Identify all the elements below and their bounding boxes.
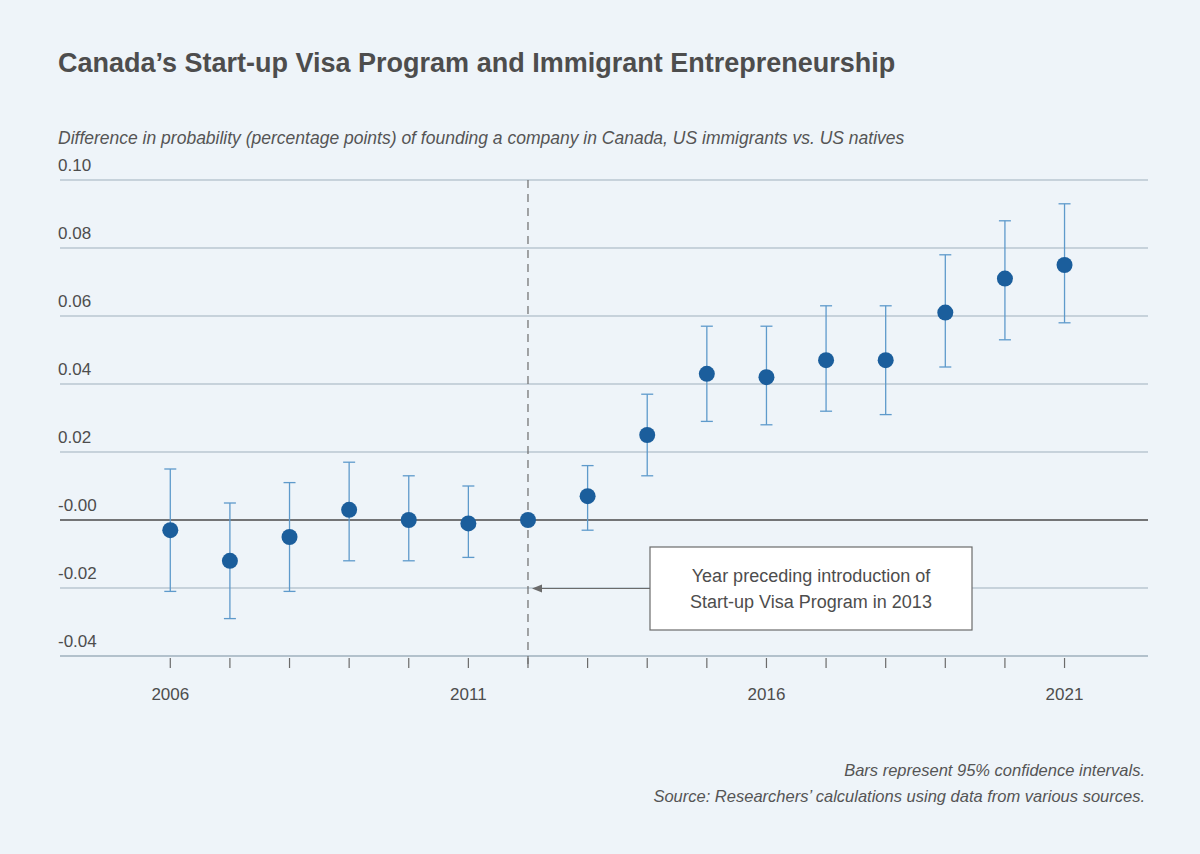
error-bar-cap — [1059, 203, 1071, 204]
annotation-text: Start-up Visa Program in 2013 — [690, 592, 932, 612]
x-tick-mark — [766, 658, 767, 668]
point — [639, 427, 655, 443]
error-bar-cap — [820, 305, 832, 306]
error-bar-cap — [1059, 322, 1071, 323]
error-bar-cap — [939, 366, 951, 367]
y-tick-label: 0.04 — [58, 360, 91, 379]
error-bar-cap — [462, 557, 474, 558]
y-tick-label: 0.06 — [58, 292, 91, 311]
point — [818, 352, 834, 368]
error-bar-cap — [224, 502, 236, 503]
error-bar-cap — [999, 220, 1011, 221]
x-tick-mark — [587, 658, 588, 668]
x-tick-mark — [647, 658, 648, 668]
error-bar-cap — [284, 482, 296, 483]
y-tick-label: -0.00 — [58, 496, 97, 515]
error-bar-cap — [164, 468, 176, 469]
error-bar-cap — [403, 475, 415, 476]
annotation-arrow — [538, 588, 650, 589]
y-tick-label: -0.04 — [58, 632, 97, 651]
x-tick-mark — [349, 658, 350, 668]
error-bar-cap — [939, 254, 951, 255]
point — [937, 305, 953, 321]
y-grid: -0.04 -0.02 -0.00 0.02 0.04 0.06 0.08 0.10 — [58, 156, 1148, 656]
error-bar-cap — [820, 411, 832, 412]
point — [341, 502, 357, 518]
subtitle: Difference in probability (percentage po… — [58, 128, 905, 148]
point — [282, 529, 298, 545]
annotation-box — [650, 547, 972, 630]
x-tick-mark — [945, 658, 946, 668]
error-bar-cap — [164, 591, 176, 592]
note: Bars represent 95% confidence intervals. — [844, 761, 1145, 779]
y-tick-label: 0.10 — [58, 156, 91, 175]
x-tick-mark — [229, 658, 230, 668]
x-tick-label: 2006 — [151, 685, 189, 704]
point — [878, 352, 894, 368]
error-bar-cap — [582, 530, 594, 531]
grid-line — [60, 519, 1148, 520]
grid-line — [60, 316, 1148, 317]
x-tick-mark — [408, 658, 409, 668]
error-bar-cap — [343, 560, 355, 561]
error-bar-cap — [462, 485, 474, 486]
y-tick-label: -0.02 — [58, 564, 97, 583]
point — [997, 271, 1013, 287]
grid-line — [60, 588, 1148, 589]
point — [401, 512, 417, 528]
error-bar-cap — [343, 462, 355, 463]
x-tick-mark — [885, 658, 886, 668]
x-tick-label: 2011 — [450, 685, 487, 704]
point — [1057, 257, 1073, 273]
x-tick-mark — [706, 658, 707, 668]
x-ticks: 2006 2011 2016 2021 — [151, 658, 1083, 704]
error-bar-cap — [403, 560, 415, 561]
error-bar-cap — [582, 465, 594, 466]
marks — [162, 204, 1072, 619]
annotation-text: Year preceding introduction of — [692, 566, 931, 586]
background — [0, 0, 1200, 854]
error-bar-cap — [880, 414, 892, 415]
grid-line — [60, 384, 1148, 385]
note: Source: Researchers’ calculations using … — [653, 787, 1145, 805]
error-bar-cap — [224, 618, 236, 619]
error-bar-cap — [999, 339, 1011, 340]
point — [460, 515, 476, 531]
point — [162, 522, 178, 538]
point — [520, 512, 536, 528]
x-tick-mark — [1064, 658, 1065, 668]
x-tick-mark — [468, 658, 469, 668]
error-bar-cap — [641, 475, 653, 476]
point — [699, 366, 715, 382]
error-bar-cap — [641, 394, 653, 395]
grid-line — [60, 656, 1148, 657]
y-tick-label: 0.08 — [58, 224, 91, 243]
y-tick-label: 0.02 — [58, 428, 91, 447]
point — [222, 553, 238, 569]
x-tick-mark — [170, 658, 171, 668]
x-tick-label: 2021 — [1046, 685, 1084, 704]
title: Canada’s Start-up Visa Program and Immig… — [58, 48, 895, 78]
error-bar-cap — [760, 424, 772, 425]
point — [580, 488, 596, 504]
grid-line — [60, 248, 1148, 249]
error-bar-cap — [701, 326, 713, 327]
annotation-arrowhead — [532, 585, 542, 593]
grid-line — [60, 180, 1148, 181]
point — [758, 369, 774, 385]
x-tick-mark — [825, 658, 826, 668]
reference-line — [527, 180, 528, 668]
x-tick-mark — [1004, 658, 1005, 668]
grid-line — [60, 452, 1148, 453]
error-bar-cap — [880, 305, 892, 306]
x-tick-mark — [289, 658, 290, 668]
error-bar-cap — [701, 421, 713, 422]
error-bar-cap — [284, 591, 296, 592]
chart: Canada’s Start-up Visa Program and Immig… — [0, 0, 1200, 854]
x-tick-label: 2016 — [748, 685, 786, 704]
error-bar-cap — [760, 326, 772, 327]
x-axis-line — [60, 656, 1148, 657]
